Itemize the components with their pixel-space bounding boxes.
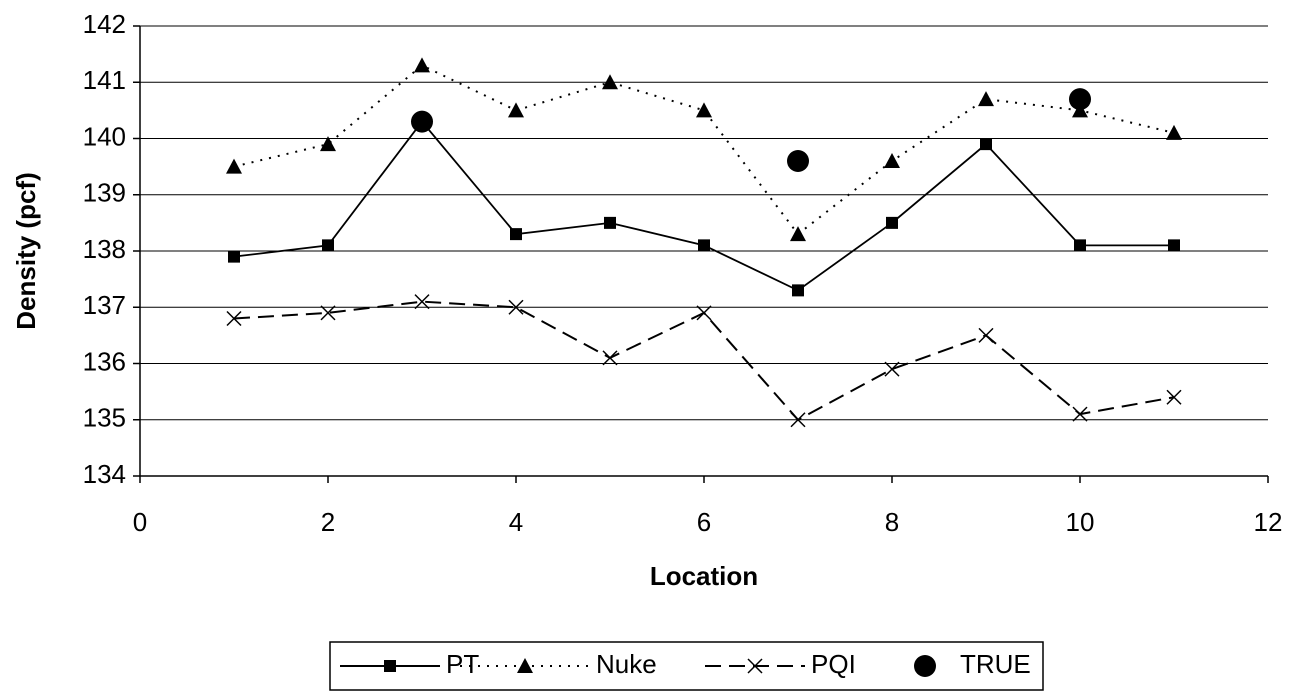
data-point <box>884 361 900 377</box>
data-point <box>792 284 804 297</box>
x-tick-label: 2 <box>321 507 335 537</box>
data-point <box>978 327 994 343</box>
y-tick-label: 137 <box>83 290 126 320</box>
data-point <box>226 158 242 174</box>
x-tick-label: 8 <box>885 507 899 537</box>
data-point <box>414 57 430 73</box>
legend-marker <box>914 655 936 677</box>
data-point <box>1166 389 1182 405</box>
series-line <box>233 300 1175 422</box>
y-tick-label: 141 <box>83 65 126 95</box>
data-point <box>228 250 240 263</box>
data-point <box>1069 88 1091 111</box>
y-tick-label: 136 <box>83 346 126 376</box>
y-axis-title: Density (pcf) <box>11 172 41 329</box>
data-point <box>980 138 992 151</box>
legend-box <box>329 641 1044 691</box>
x-tick-label: 0 <box>133 507 147 537</box>
data-point <box>320 136 336 152</box>
series-line <box>233 120 1174 292</box>
legend-marker <box>517 658 533 673</box>
data-point <box>884 153 900 168</box>
x-tick-label: 6 <box>697 507 711 537</box>
legend-marker <box>747 658 763 674</box>
legend-label: Nuke <box>596 649 657 679</box>
x-tick-label: 4 <box>509 507 523 537</box>
y-tick-label: 139 <box>83 178 126 208</box>
legend-label: PQI <box>811 649 856 679</box>
data-point <box>1168 239 1180 252</box>
data-point <box>696 305 712 321</box>
data-point <box>787 150 809 172</box>
series-line <box>233 64 1175 236</box>
data-point <box>790 226 806 242</box>
y-tick-label: 142 <box>83 9 126 39</box>
data-point <box>414 294 430 310</box>
y-tick-label: 140 <box>83 121 126 151</box>
x-axis-title: Location <box>650 561 758 591</box>
data-point <box>1166 124 1182 140</box>
data-point <box>602 350 618 366</box>
data-point <box>226 310 242 327</box>
data-point <box>320 305 336 321</box>
data-point <box>322 239 334 252</box>
data-point <box>602 74 618 90</box>
data-point <box>978 91 994 107</box>
legend-marker <box>384 660 396 672</box>
data-point <box>1074 239 1086 252</box>
y-tick-label: 138 <box>83 234 126 264</box>
x-tick-label: 12 <box>1254 507 1283 537</box>
data-point <box>790 412 806 428</box>
legend-label: TRUE <box>960 649 1031 679</box>
data-point <box>510 228 522 241</box>
data-point <box>508 299 524 315</box>
data-point <box>886 216 898 229</box>
data-point <box>1072 406 1088 422</box>
x-tick-label: 10 <box>1066 507 1095 537</box>
data-point <box>508 102 524 118</box>
data-point <box>696 102 712 118</box>
y-tick-label: 134 <box>83 459 126 489</box>
data-point <box>411 110 433 133</box>
data-point <box>604 216 616 229</box>
data-point <box>698 239 710 252</box>
y-tick-label: 135 <box>83 403 126 433</box>
legend-label: PT <box>446 649 479 679</box>
